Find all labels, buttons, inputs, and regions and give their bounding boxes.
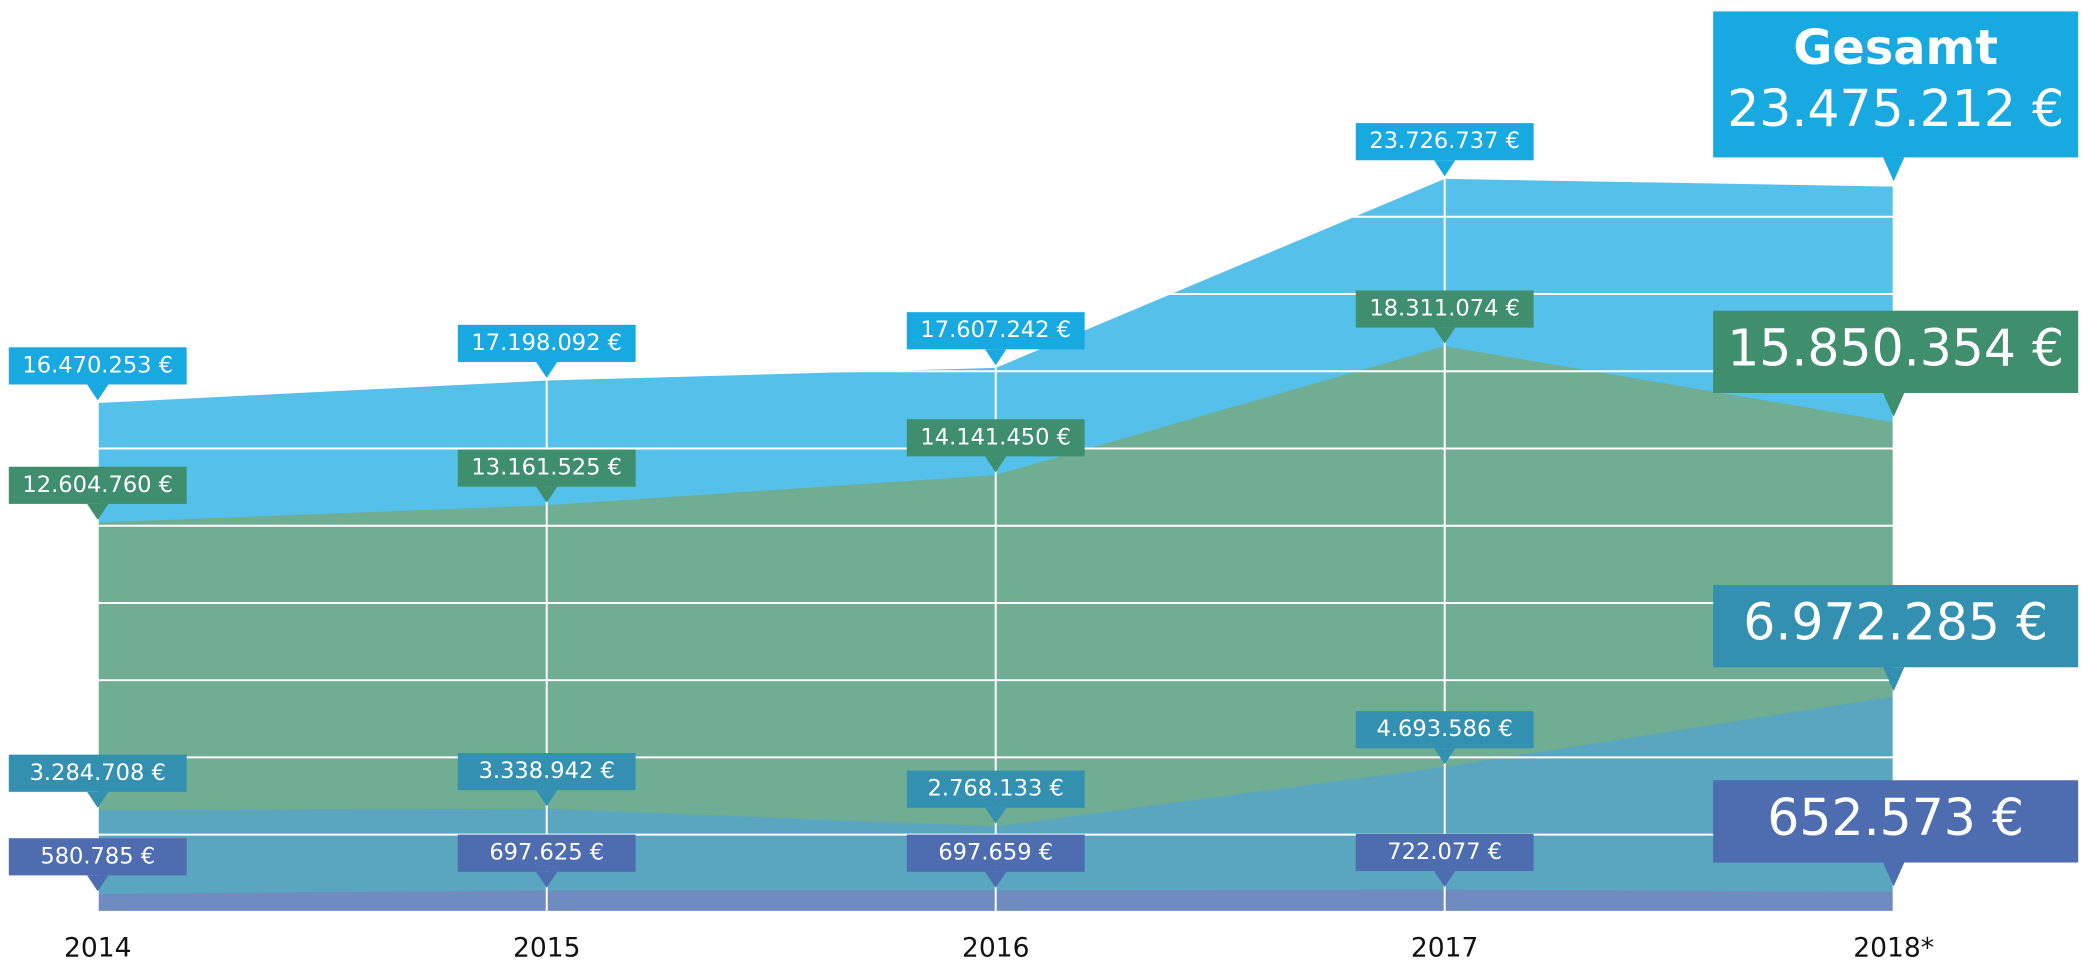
callout: 13.161.525 € xyxy=(457,449,636,503)
callout: 697.625 € xyxy=(457,834,636,888)
value-label: 697.625 € xyxy=(489,840,604,866)
callout-pointer xyxy=(1434,748,1456,765)
callout: 3.338.942 € xyxy=(457,752,636,807)
x-tick-label: 2014 xyxy=(64,933,132,964)
value-label: 697.659 € xyxy=(938,840,1053,866)
callout-box xyxy=(457,324,636,362)
callout: 23.726.737 € xyxy=(1355,123,1534,177)
callout-pointer xyxy=(1883,157,1905,182)
callout-box xyxy=(1713,584,2079,668)
callout-pointer xyxy=(985,871,1007,888)
callout: 697.659 € xyxy=(906,834,1085,888)
callout-box xyxy=(8,838,187,876)
value-label: 17.198.092 € xyxy=(471,330,622,356)
callout-large: 6.972.285 € xyxy=(1713,584,2079,692)
callout-box xyxy=(906,312,1085,350)
callout-box xyxy=(1713,11,2079,158)
callout-box xyxy=(906,834,1085,872)
callout-pointer xyxy=(1434,327,1456,344)
x-tick-label: 2016 xyxy=(962,933,1030,964)
value-label: 23.475.212 € xyxy=(1727,79,2064,138)
x-tick-label: 2015 xyxy=(513,933,581,964)
callout-box xyxy=(1713,310,2079,393)
callout-large: 652.573 € xyxy=(1713,780,2079,887)
callout-box xyxy=(906,419,1085,457)
callout-box xyxy=(1355,290,1534,328)
value-label: 652.573 € xyxy=(1767,788,2024,847)
value-label: 2.768.133 € xyxy=(928,776,1064,802)
value-label: 6.972.285 € xyxy=(1743,593,2048,652)
callout-pointer xyxy=(1883,392,1905,417)
x-tick-label: 2018* xyxy=(1853,933,1934,964)
value-label: 23.726.737 € xyxy=(1369,128,1520,154)
callout: 17.607.242 € xyxy=(906,312,1085,366)
callout: 3.284.708 € xyxy=(8,754,187,808)
value-label: 13.161.525 € xyxy=(471,455,622,481)
callout: 18.311.074 € xyxy=(1355,290,1534,344)
callout-box xyxy=(457,834,636,872)
callout-pointer xyxy=(87,384,109,401)
callout: 2.768.133 € xyxy=(906,770,1085,824)
x-tick-label: 2017 xyxy=(1411,933,1479,964)
callout-pointer xyxy=(87,875,109,892)
value-label: 14.141.450 € xyxy=(920,424,1071,450)
callout-pointer xyxy=(536,871,558,888)
value-label: 17.607.242 € xyxy=(920,317,1071,343)
callout-box xyxy=(8,466,187,504)
callout: 14.141.450 € xyxy=(906,419,1085,473)
callout-pointer xyxy=(985,349,1007,366)
callout-box xyxy=(1355,123,1534,161)
callout-box xyxy=(1355,833,1534,872)
callout: 580.785 € xyxy=(8,838,187,892)
callout-pointer xyxy=(536,486,558,503)
callout-pointer xyxy=(536,361,558,378)
value-label: 16.470.253 € xyxy=(22,352,173,378)
series-name: Gesamt xyxy=(1793,21,1998,76)
callout-box xyxy=(8,754,187,792)
value-label: 4.693.586 € xyxy=(1377,716,1513,742)
callout-box xyxy=(457,449,636,487)
callout-box xyxy=(8,347,187,385)
callout-pointer xyxy=(1883,667,1905,692)
callout: 4.693.586 € xyxy=(1355,711,1534,765)
callout-pointer xyxy=(1434,160,1456,177)
callout-pointer xyxy=(985,807,1007,824)
value-label: 18.311.074 € xyxy=(1369,296,1520,322)
callout-pointer xyxy=(87,791,109,808)
callout-box xyxy=(1713,780,2079,863)
callout: 16.470.253 € xyxy=(8,347,187,401)
callout-pointer xyxy=(1883,862,1905,887)
callout-box xyxy=(906,770,1085,808)
callout-pointer xyxy=(536,790,558,807)
callout: 722.077 € xyxy=(1355,833,1534,887)
value-label: 12.604.760 € xyxy=(22,472,173,498)
callout-pointer xyxy=(985,456,1007,473)
value-label: 722.077 € xyxy=(1387,839,1502,865)
callout-pointer xyxy=(1434,871,1456,887)
callout-box xyxy=(457,752,636,791)
callout-box xyxy=(1355,711,1534,749)
value-label: 3.338.942 € xyxy=(479,758,615,784)
value-label: 3.284.708 € xyxy=(30,760,166,786)
value-label: 580.785 € xyxy=(40,843,155,869)
value-label: 15.850.354 € xyxy=(1727,318,2064,377)
callout: 12.604.760 € xyxy=(8,466,187,520)
callout-large: 15.850.354 € xyxy=(1713,310,2079,417)
callout-pointer xyxy=(87,503,109,520)
callout: 17.198.092 € xyxy=(457,324,636,378)
